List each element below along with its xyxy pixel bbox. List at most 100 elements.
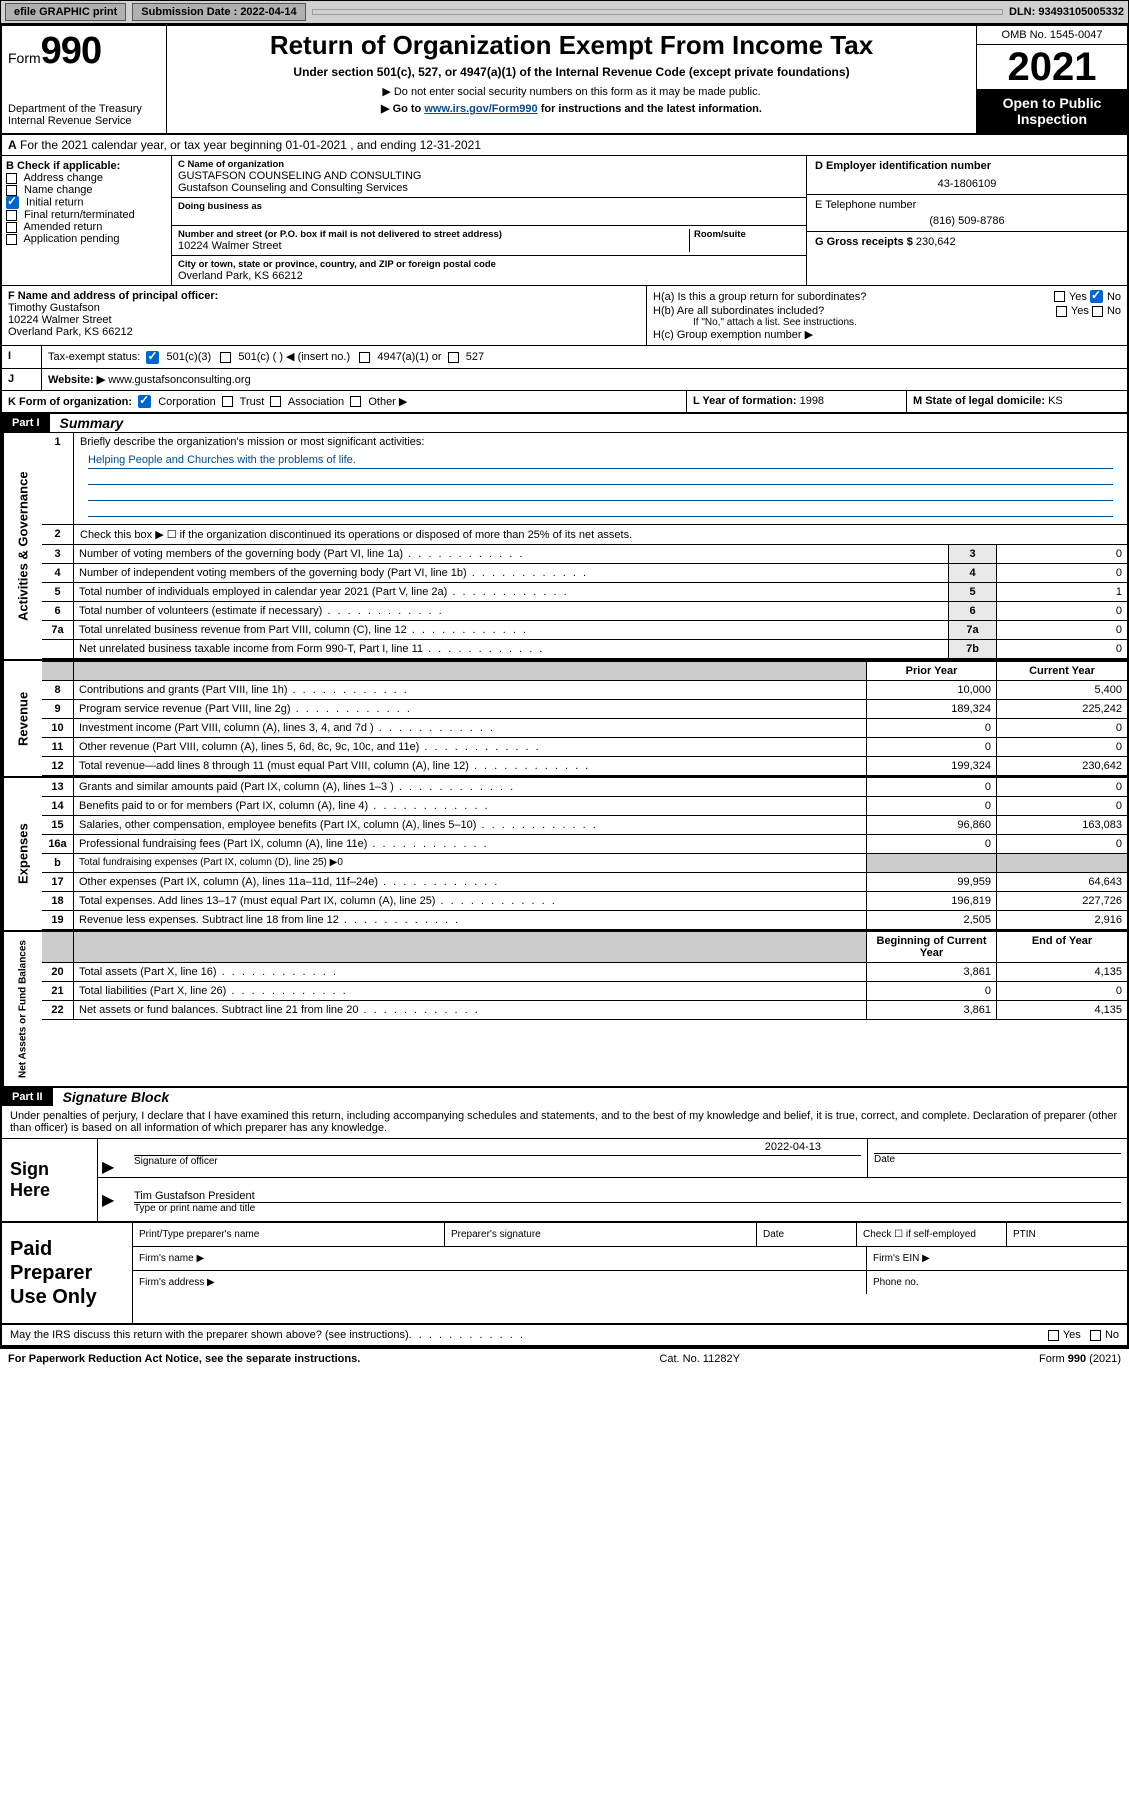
omb-number: OMB No. 1545-0047 — [977, 26, 1127, 45]
row-value: 0 — [997, 545, 1127, 563]
netassets-row: 20 Total assets (Part X, line 16) 3,861 … — [42, 963, 1127, 982]
line-a-text: For the 2021 calendar year, or tax year … — [20, 138, 481, 152]
row-lineno: 7a — [949, 621, 997, 639]
row-lineno: 6 — [949, 602, 997, 620]
eoy-value: 4,135 — [997, 1001, 1127, 1019]
current-value: 64,643 — [997, 873, 1127, 891]
form-ref-year: 2021 — [1093, 1353, 1117, 1365]
4947-checkbox[interactable] — [359, 352, 370, 363]
topbar-spacer — [312, 9, 1003, 15]
box-b-item: Final return/terminated — [6, 209, 167, 221]
submission-date-button[interactable]: Submission Date : 2022-04-14 — [132, 3, 305, 21]
row-idx: 9 — [42, 700, 74, 718]
tax-status-label: Tax-exempt status: — [48, 351, 140, 363]
sign-here-label: Sign Here — [2, 1139, 97, 1221]
line2-idx: 2 — [42, 525, 74, 544]
box-b-header: B Check if applicable: — [6, 160, 167, 172]
j-label: J — [2, 369, 42, 390]
hb-label: H(b) Are all subordinates included? — [653, 305, 1056, 317]
checkbox-icon[interactable] — [6, 210, 17, 221]
efile-print-button[interactable]: efile GRAPHIC print — [5, 3, 126, 21]
row-idx: 5 — [42, 583, 74, 601]
na-hdr-blank2 — [74, 932, 867, 962]
prior-value: 199,324 — [867, 757, 997, 775]
row-value: 0 — [997, 602, 1127, 620]
box-b: B Check if applicable: Address change Na… — [2, 156, 172, 285]
dept-label: Department of the Treasury — [8, 103, 160, 115]
row-text: Total unrelated business revenue from Pa… — [74, 621, 949, 639]
row-idx: 13 — [42, 778, 74, 796]
row-text: Net unrelated business taxable income fr… — [74, 640, 949, 658]
row-idx: 3 — [42, 545, 74, 563]
k-label: K Form of organization: — [8, 396, 132, 408]
k-checkbox[interactable] — [222, 396, 233, 407]
rev-hdr-blank2 — [74, 662, 867, 680]
website-value: www.gustafsonconsulting.org — [108, 374, 250, 386]
no-text2: No — [1107, 305, 1121, 317]
form-ref-num: 990 — [1068, 1353, 1086, 1365]
prior-year-header: Prior Year — [867, 662, 997, 680]
eoy-header: End of Year — [997, 932, 1127, 962]
501c3-checkbox[interactable] — [146, 351, 159, 364]
firm-address-label: Firm's address ▶ — [133, 1271, 867, 1294]
dln-label: DLN: 93493105005332 — [1009, 6, 1124, 18]
officer-label: F Name and address of principal officer: — [8, 290, 640, 302]
part1-label: Part I — [2, 414, 50, 432]
governance-section: Activities & Governance 1 Briefly descri… — [2, 433, 1127, 661]
checkbox-icon[interactable] — [6, 173, 17, 184]
501c-checkbox[interactable] — [220, 352, 231, 363]
current-value: 163,083 — [997, 816, 1127, 834]
k-checkbox[interactable] — [350, 396, 361, 407]
officer-street: 10224 Walmer Street — [8, 314, 640, 326]
discuss-no-checkbox[interactable] — [1090, 1330, 1101, 1341]
row-idx: 16a — [42, 835, 74, 853]
current-value — [997, 854, 1127, 872]
hb-yes-checkbox[interactable] — [1056, 306, 1067, 317]
expense-row: 16a Professional fundraising fees (Part … — [42, 835, 1127, 854]
current-value: 2,916 — [997, 911, 1127, 929]
current-value: 225,242 — [997, 700, 1127, 718]
row-text: Total assets (Part X, line 16) — [74, 963, 867, 981]
checkbox-icon[interactable] — [6, 234, 17, 245]
527-checkbox[interactable] — [448, 352, 459, 363]
gov-data-row: Net unrelated business taxable income fr… — [42, 640, 1127, 659]
k-checkbox[interactable] — [138, 395, 151, 408]
opt-4947: 4947(a)(1) or — [377, 351, 441, 363]
box-c: C Name of organization GUSTAFSON COUNSEL… — [172, 156, 807, 285]
k-checkbox[interactable] — [270, 396, 281, 407]
hb-no-checkbox[interactable] — [1092, 306, 1103, 317]
row-value: 0 — [997, 621, 1127, 639]
gross-value: 230,642 — [916, 236, 956, 248]
ha-yes-checkbox[interactable] — [1054, 291, 1065, 302]
header-right: OMB No. 1545-0047 2021 Open to Public In… — [977, 26, 1127, 133]
netassets-row: 22 Net assets or fund balances. Subtract… — [42, 1001, 1127, 1020]
firm-ein-label: Firm's EIN ▶ — [867, 1247, 1127, 1270]
officer-city: Overland Park, KS 66212 — [8, 326, 640, 338]
rev-hdr-blank1 — [42, 662, 74, 680]
revenue-row: 8 Contributions and grants (Part VIII, l… — [42, 681, 1127, 700]
checkbox-icon[interactable] — [6, 222, 17, 233]
officer-name: Timothy Gustafson — [8, 302, 640, 314]
form-id-cell: Form990 Department of the Treasury Inter… — [2, 26, 167, 133]
paid-header-cell: PTIN — [1007, 1223, 1127, 1246]
row-idx: 20 — [42, 963, 74, 981]
ha-no-checkbox[interactable] — [1090, 290, 1103, 303]
row-idx: 12 — [42, 757, 74, 775]
discuss-yes-checkbox[interactable] — [1048, 1330, 1059, 1341]
irs-link[interactable]: www.irs.gov/Form990 — [424, 103, 537, 115]
gov-data-row: 3 Number of voting members of the govern… — [42, 545, 1127, 564]
line1-idx: 1 — [42, 433, 74, 524]
i-label: I — [2, 346, 42, 368]
part1-header: Part I Summary — [2, 414, 1127, 433]
part2-header: Part II Signature Block — [2, 1088, 1127, 1106]
phone-no-label: Phone no. — [867, 1271, 1127, 1294]
row-idx: 4 — [42, 564, 74, 582]
paid-header-cell: Date — [757, 1223, 857, 1246]
checkbox-icon[interactable] — [6, 196, 19, 209]
prior-value: 2,505 — [867, 911, 997, 929]
website-label: Website: ▶ — [48, 374, 105, 386]
dots-leader — [409, 1329, 525, 1341]
boy-header: Beginning of Current Year — [867, 932, 997, 962]
officer-sig-label: Signature of officer — [134, 1155, 861, 1167]
form-number: 990 — [41, 30, 101, 72]
